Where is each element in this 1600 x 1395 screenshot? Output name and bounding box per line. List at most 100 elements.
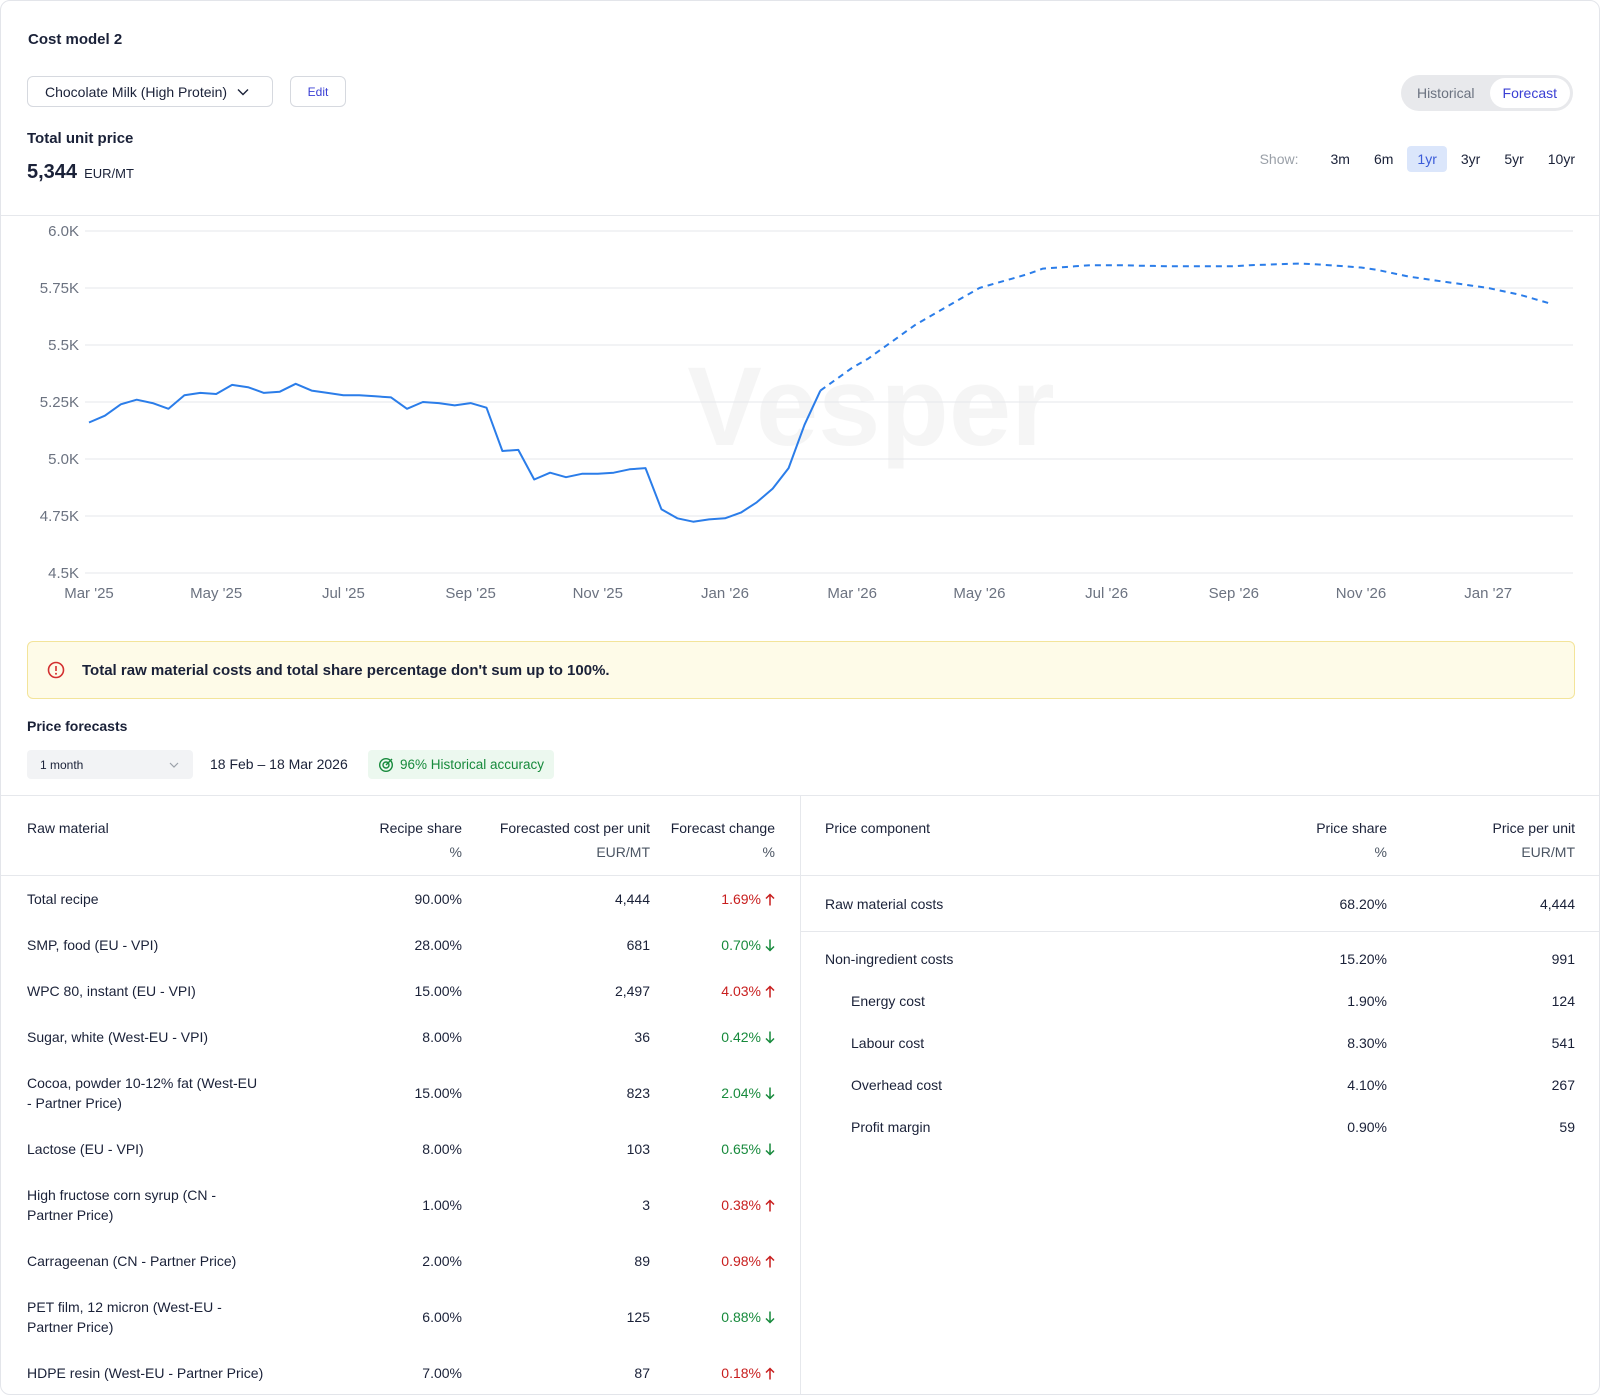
material-row: Lactose (EU - VPI) 8.00% 103 0.65% — [1, 1126, 800, 1172]
price-per-unit: 124 — [1551, 993, 1575, 1009]
column-label: Raw material — [27, 820, 109, 836]
material-row: WPC 80, instant (EU - VPI) 15.00% 2,497 4.0… — [1, 968, 800, 1014]
component-name: Energy cost — [851, 993, 925, 1009]
view-option[interactable]: Historical — [1416, 85, 1475, 101]
x-tick-label: Jul '26 — [1085, 585, 1128, 602]
x-tick-label: Sep '26 — [1209, 585, 1259, 602]
range-option[interactable]: 5yr — [1504, 151, 1524, 167]
material-name: Carrageenan (CN - Partner Price) — [27, 1253, 237, 1269]
column-header: Forecasted cost per unit EUR/MT — [500, 816, 650, 864]
x-tick-label: May '25 — [190, 585, 242, 602]
recipe-share: 6.00% — [422, 1309, 462, 1325]
material-row: High fructose corn syrup (CN - Partner P… — [1, 1172, 800, 1238]
material-name: Cocoa, powder 10-12% fat (West-EU - Part… — [27, 1075, 258, 1111]
price-chart: Vesper 4.5K 4.75K 5.0K 5.25K 5.5K 5.75K 6.0K Mar… — [40, 223, 1573, 602]
divider — [1, 215, 1599, 216]
price-line — [88, 382, 822, 523]
component-name: Raw material costs — [825, 895, 944, 912]
forecast-cost: 823 — [626, 1085, 650, 1101]
price-share: 68.20% — [1339, 895, 1387, 912]
arrow-shape — [765, 1366, 775, 1379]
forecast-change: 4.03% — [721, 981, 775, 1001]
trend-arrow — [765, 1087, 775, 1100]
product-name: Chocolate Milk (High Protein) — [45, 83, 228, 100]
forecast-cost: 103 — [626, 1141, 650, 1157]
date-range: 18 Feb – 18 Mar 2026 — [210, 756, 348, 772]
recipe-share: 90.00% — [414, 891, 462, 907]
material-name: High fructose corn syrup (CN - Partner P… — [27, 1187, 217, 1223]
price-share: 15.20% — [1339, 951, 1387, 967]
view-option[interactable]: Forecast — [1489, 78, 1570, 108]
y-tick-label: 5.0K — [48, 451, 79, 468]
column-unit: % — [762, 844, 775, 860]
column-label: Recipe share — [379, 820, 463, 836]
column-label: Price share — [1316, 820, 1387, 836]
x-tick-label: Mar '25 — [64, 585, 114, 602]
y-tick-label: 6.0K — [48, 223, 79, 240]
forecast-change: 0.38% — [721, 1195, 775, 1215]
component-row: Overhead cost 4.10% 267 — [801, 1064, 1599, 1106]
arrow-shape — [765, 1311, 775, 1324]
y-tick-label: 5.75K — [40, 280, 79, 297]
recipe-share: 2.00% — [422, 1253, 462, 1269]
trend-arrow — [765, 939, 775, 952]
column-unit: EUR/MT — [596, 844, 650, 860]
price-share: 1.90% — [1347, 993, 1387, 1009]
y-tick-label: 5.25K — [40, 394, 79, 411]
range-option[interactable]: 10yr — [1547, 151, 1575, 167]
change-value: 0.42% — [721, 1029, 761, 1045]
trend-arrow — [765, 1311, 775, 1324]
range-option[interactable]: 6m — [1373, 151, 1394, 167]
range-option[interactable]: 3yr — [1460, 151, 1481, 167]
component-row: Non-ingredient costs 15.20% 991 — [801, 938, 1599, 980]
trend-arrow — [765, 1143, 775, 1156]
material-name: SMP, food (EU - VPI) — [27, 937, 159, 953]
card-title: Cost model 2 — [28, 31, 123, 48]
range-option[interactable]: 3m — [1330, 151, 1350, 167]
arrow-shape — [765, 1198, 775, 1211]
price-per-unit: 541 — [1551, 1035, 1575, 1051]
chevron-icon — [237, 88, 249, 95]
x-tick-label: Sep '25 — [445, 585, 495, 602]
forecast-change: 2.04% — [721, 1083, 775, 1103]
period-select[interactable]: 1 month — [27, 750, 193, 779]
price-share: 0.90% — [1347, 1119, 1387, 1135]
edit-label: Edit — [307, 84, 329, 99]
view-toggle: Historical Forecast — [1400, 75, 1573, 111]
x-tick-label: Jan '26 — [701, 585, 749, 602]
forecast-change: 0.98% — [721, 1251, 775, 1271]
show-label: Show: — [1259, 151, 1299, 167]
column-header: Raw material — [27, 816, 109, 840]
material-name: Total recipe — [27, 891, 99, 907]
change-value: 0.88% — [721, 1309, 761, 1325]
column-label: Forecast change — [670, 820, 775, 836]
material-row: Carrageenan (CN - Partner Price) 2.00% 89 0… — [1, 1238, 800, 1284]
recipe-share: 1.00% — [422, 1197, 462, 1213]
forecasts-title: Price forecasts — [27, 718, 128, 734]
arrow-shape — [765, 892, 775, 905]
product-select[interactable]: Chocolate Milk (High Protein) — [27, 76, 273, 107]
column-unit: EUR/MT — [1521, 844, 1575, 860]
change-value: 2.04% — [721, 1085, 761, 1101]
component-name: Profit margin — [851, 1119, 931, 1135]
column-label: Forecasted cost per unit — [499, 820, 650, 836]
component-row: Energy cost 1.90% 124 — [801, 980, 1599, 1022]
change-value: 0.18% — [721, 1365, 761, 1381]
price-per-unit: 4,444 — [1539, 895, 1575, 912]
arrow-shape — [765, 1143, 775, 1156]
table-header: Price component Price share% Price per uni… — [801, 796, 1599, 876]
component-row: Profit margin 0.90% 59 — [801, 1106, 1599, 1148]
accuracy-text: 96% Historical accuracy — [400, 757, 545, 772]
component-name: Overhead cost — [851, 1077, 943, 1093]
forecast-change: 0.65% — [721, 1139, 775, 1159]
component-group: Raw material costs 68.20% 4,444 — [801, 876, 1599, 932]
change-value: 0.65% — [721, 1141, 761, 1157]
price-value: 5,344 — [27, 161, 78, 183]
edit-button[interactable]: Edit — [290, 76, 346, 107]
price-unit: EUR/MT — [84, 166, 134, 181]
material-row: Cocoa, powder 10-12% fat (West-EU - Part… — [1, 1060, 800, 1126]
range-option[interactable]: 1yr — [1407, 146, 1447, 172]
y-tick-label: 5.5K — [48, 337, 79, 354]
divider — [800, 796, 801, 1394]
trend-arrow — [765, 1031, 775, 1044]
